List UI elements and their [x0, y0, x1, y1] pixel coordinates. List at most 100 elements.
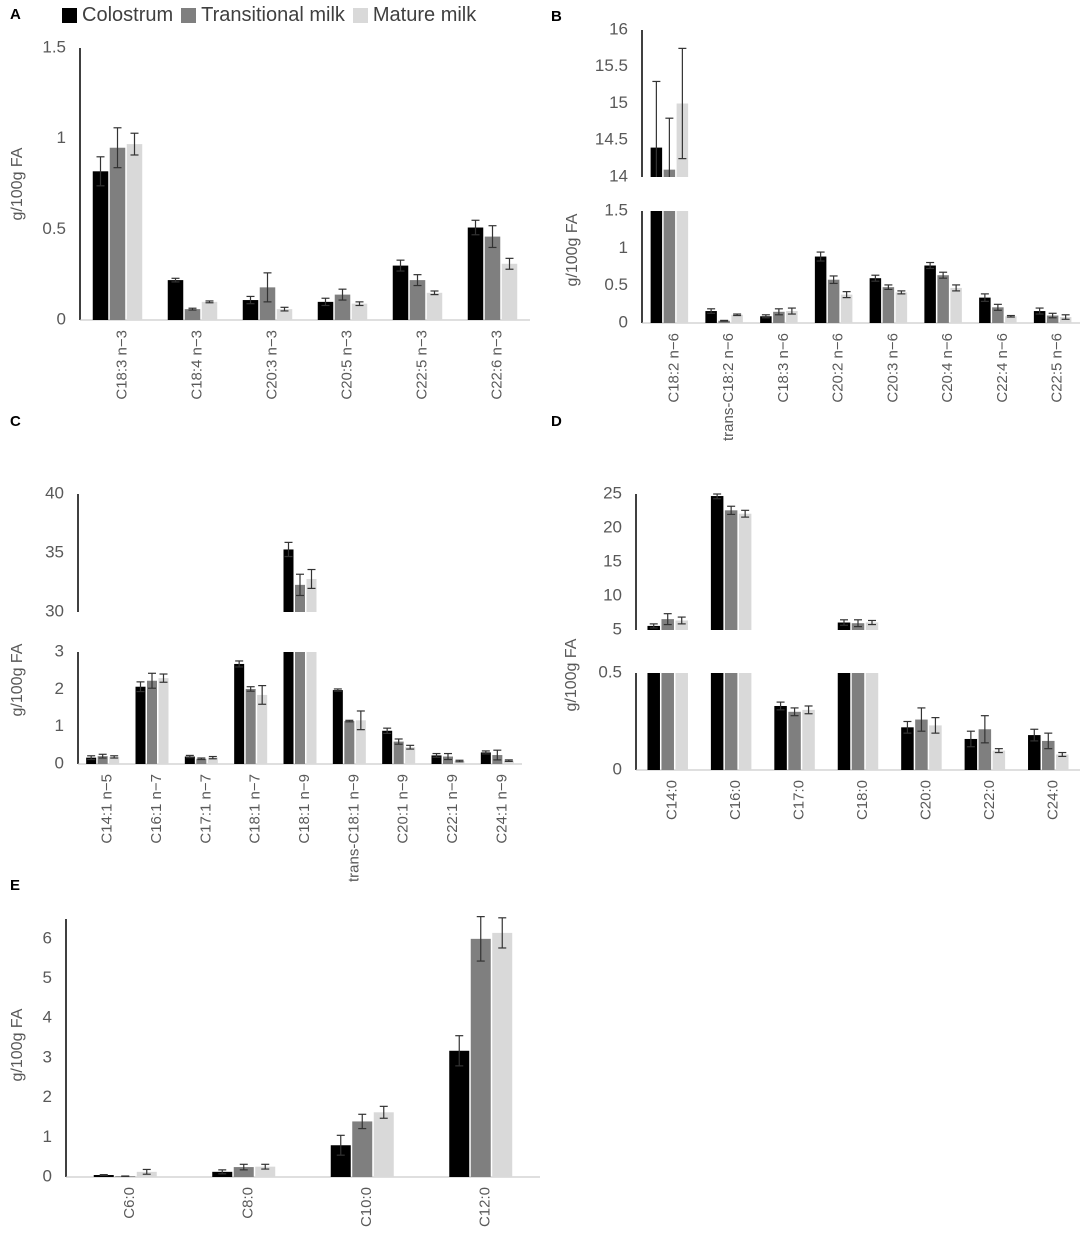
- y-tick-label: 1: [55, 716, 64, 735]
- bar-c10-0-transitional-milk: [352, 1121, 373, 1177]
- category-label-c17-0: C17:0: [791, 780, 808, 820]
- bar-c20-1-n-9-transitional-milk: [393, 741, 404, 764]
- y-tick-label-upper: 30: [45, 601, 64, 620]
- category-label-c20-3-n-6: C20:3 n−6: [884, 333, 901, 403]
- category-label-c20-2-n-6: C20:2 n−6: [830, 333, 847, 403]
- bar-c20-1-n-9-colostrum: [382, 730, 393, 764]
- bar-c10-0-mature-milk: [373, 1112, 394, 1177]
- bar-c20-4-n-6-colostrum: [924, 265, 936, 323]
- y-tick-label: 0: [43, 1166, 52, 1185]
- y-tick-label-upper: 40: [45, 483, 64, 502]
- bar-c18-2-n-6-transitional-milk-lower: [663, 211, 676, 323]
- y-tick-label-upper: 10: [603, 585, 622, 604]
- category-label-c22-5-n-6: C22:5 n−6: [1049, 333, 1066, 403]
- bar-c18-1-n-9-mature-milk-upper: [306, 578, 317, 612]
- y-tick-label: 1.5: [42, 37, 66, 56]
- y-tick-label-upper: 16: [609, 19, 628, 38]
- bar-c22-1-n-9-transitional-milk: [443, 756, 453, 764]
- bar-c22-1-n-9-mature-milk: [454, 761, 465, 764]
- bar-c22-5-n-3-colostrum: [392, 265, 409, 320]
- y-tick-label-upper: 35: [45, 542, 64, 561]
- category-label-c18-3-n-6: C18:3 n−6: [775, 333, 792, 403]
- bar-c20-2-n-6-transitional-milk: [827, 279, 840, 323]
- legend-swatch-transitional: [181, 7, 197, 23]
- legend-label-transitional: Transitional milk: [201, 3, 345, 26]
- category-label-c16-1-n-7: C16:1 n−7: [148, 774, 165, 844]
- y-tick-label: 6: [43, 928, 52, 947]
- bar-trans-c18-1-n-9-colostrum: [332, 690, 343, 764]
- bar-c16-0-colostrum-upper: [710, 496, 724, 630]
- bar-c22-4-n-6-transitional-milk: [992, 307, 1004, 323]
- panel-letter-d: D: [551, 413, 562, 430]
- y-tick-label: 0: [619, 312, 628, 331]
- panel-b-chart: 0 0.5 1 1.5 14 14.5 15 15.5 16 g/100g FA C18:2 n−6…: [564, 19, 1080, 441]
- bar-c22-6-n-3-colostrum: [467, 227, 484, 320]
- bar-c22-5-n-3-mature-milk: [426, 292, 443, 320]
- bar-c20-1-n-9-mature-milk: [405, 747, 416, 764]
- y-tick-label: 4: [43, 1008, 52, 1027]
- bar-c18-2-n-6-colostrum-lower: [650, 211, 663, 323]
- y-tick-label: 0: [57, 309, 66, 328]
- bar-c20-3-n-3-transitional-milk: [259, 287, 276, 320]
- y-tick-label: 3: [43, 1047, 52, 1066]
- bar-c18-1-n-9-colostrum-lower: [283, 652, 294, 764]
- bar-c22-5-n-6-mature-milk: [1059, 317, 1072, 323]
- bar-c18-0-mature-milk-upper: [865, 622, 879, 630]
- y-tick-label-upper: 15: [609, 93, 628, 112]
- y-tick-label: 1: [619, 238, 628, 257]
- category-label-c18-3-n-3: C18:3 n−3: [113, 330, 130, 400]
- bar-c18-1-n-9-colostrum-upper: [283, 549, 294, 612]
- bar-c16-0-colostrum-lower: [710, 673, 724, 770]
- bar-c16-0-mature-milk-lower: [738, 673, 752, 770]
- panel-a-chart: 0 0.5 1 1.5 g/100g FA C18:3 n−3 C18:4 n−3 C20:3…: [9, 37, 530, 400]
- bar-c14-0-mature-milk-upper: [675, 620, 688, 630]
- bar-c12-0-transitional-milk: [470, 938, 491, 1177]
- category-label-c22-4-n-6: C22:4 n−6: [994, 333, 1011, 403]
- bar-c18-0-colostrum-upper: [837, 622, 851, 630]
- bar-c18-0-colostrum-lower: [837, 673, 851, 770]
- bar-c20-2-n-6-colostrum: [814, 256, 827, 323]
- category-label-c18-2-n-6: C18:2 n−6: [665, 333, 682, 403]
- bar-c18-3-n-3-colostrum: [92, 171, 109, 320]
- category-label-c24-0: C24:0: [1044, 780, 1061, 820]
- y-tick-label: 0: [613, 759, 622, 778]
- category-label-c22-0: C22:0: [981, 780, 998, 820]
- bar-c20-3-n-6-mature-milk: [895, 292, 908, 323]
- category-label-c22-5-n-3: C22:5 n−3: [413, 330, 430, 400]
- bar-c18-0-transitional-milk-lower: [851, 673, 865, 770]
- bar-c22-5-n-6-colostrum: [1033, 311, 1046, 323]
- bar-c16-1-n-7-mature-milk: [158, 678, 169, 764]
- bar-c18-1-n-7-colostrum: [234, 663, 245, 764]
- y-tick-label: 1: [57, 128, 66, 147]
- bar-c18-3-n-6-colostrum: [760, 316, 772, 323]
- legend-item-colostrum: Colostrum: [62, 4, 173, 27]
- bar-c20-0-colostrum: [901, 727, 914, 770]
- bar-c22-4-n-6-mature-milk: [1005, 316, 1017, 323]
- y-tick-label: 1: [43, 1127, 52, 1146]
- y-tick-label: 2: [43, 1087, 52, 1106]
- y-tick-label: 0.5: [42, 219, 66, 238]
- bar-c17-1-n-7-colostrum: [184, 756, 195, 764]
- y-axis-label: g/100g FA: [563, 638, 580, 711]
- bar-c8-0-transitional-milk: [233, 1167, 254, 1177]
- bar-c18-1-n-7-transitional-milk: [245, 688, 256, 764]
- bar-c20-5-n-3-mature-milk: [351, 303, 368, 320]
- bar-c20-0-transitional-milk: [915, 719, 928, 770]
- category-label-c18-0: C18:0: [854, 780, 871, 820]
- bar-c20-4-n-6-transitional-milk: [937, 275, 949, 323]
- bar-c14-0-colostrum-lower: [647, 673, 660, 770]
- bar-c18-4-n-3-colostrum: [167, 280, 184, 320]
- bar-c20-3-n-3-mature-milk: [276, 309, 293, 320]
- bar-c18-2-n-6-mature-milk-lower: [676, 211, 689, 323]
- bar-c17-0-mature-milk: [802, 709, 815, 770]
- category-label-trans-c18-1-n-9: trans-C18:1 n−9: [345, 774, 362, 882]
- y-tick-label-upper: 25: [603, 483, 622, 502]
- y-tick-label: 2: [55, 679, 64, 698]
- y-tick-label: 5: [43, 968, 52, 987]
- category-label-c24-1-n-9: C24:1 n−9: [493, 774, 510, 844]
- panel-letter-b: B: [551, 8, 562, 25]
- y-tick-label-upper: 5: [613, 619, 622, 638]
- category-label-c18-4-n-3: C18:4 n−3: [188, 330, 205, 400]
- category-label-c6-0: C6:0: [121, 1187, 138, 1219]
